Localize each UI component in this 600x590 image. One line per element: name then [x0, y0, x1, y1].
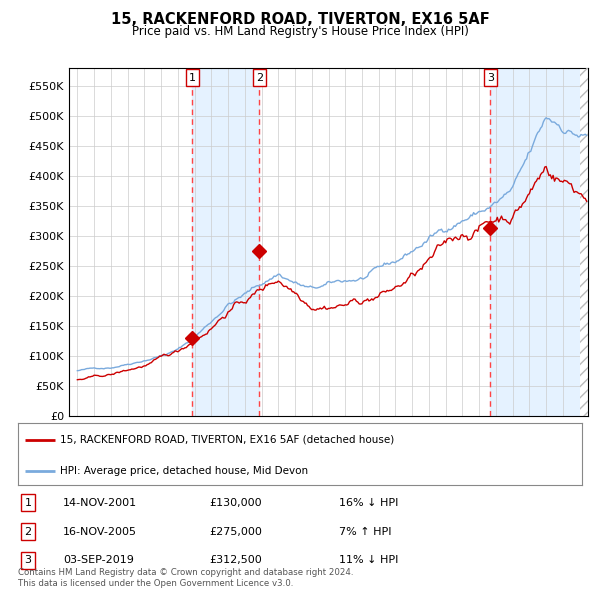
Text: 2: 2: [256, 73, 263, 83]
Text: 3: 3: [487, 73, 494, 83]
Text: £312,500: £312,500: [210, 555, 263, 565]
Text: 14-NOV-2001: 14-NOV-2001: [63, 498, 137, 508]
Text: 15, RACKENFORD ROAD, TIVERTON, EX16 5AF (detached house): 15, RACKENFORD ROAD, TIVERTON, EX16 5AF …: [60, 435, 395, 445]
Text: 03-SEP-2019: 03-SEP-2019: [63, 555, 134, 565]
Text: Price paid vs. HM Land Registry's House Price Index (HPI): Price paid vs. HM Land Registry's House …: [131, 25, 469, 38]
Text: Contains HM Land Registry data © Crown copyright and database right 2024.
This d: Contains HM Land Registry data © Crown c…: [18, 568, 353, 588]
Text: 7% ↑ HPI: 7% ↑ HPI: [340, 527, 392, 536]
Text: 1: 1: [25, 498, 32, 508]
Text: 15, RACKENFORD ROAD, TIVERTON, EX16 5AF: 15, RACKENFORD ROAD, TIVERTON, EX16 5AF: [110, 12, 490, 27]
Text: 1: 1: [189, 73, 196, 83]
Text: HPI: Average price, detached house, Mid Devon: HPI: Average price, detached house, Mid …: [60, 466, 308, 476]
Text: 11% ↓ HPI: 11% ↓ HPI: [340, 555, 399, 565]
Text: 16-NOV-2005: 16-NOV-2005: [63, 527, 137, 536]
Text: 2: 2: [25, 527, 32, 536]
Text: 16% ↓ HPI: 16% ↓ HPI: [340, 498, 399, 508]
Text: £130,000: £130,000: [210, 498, 262, 508]
Text: 3: 3: [25, 555, 32, 565]
Text: £275,000: £275,000: [210, 527, 263, 536]
